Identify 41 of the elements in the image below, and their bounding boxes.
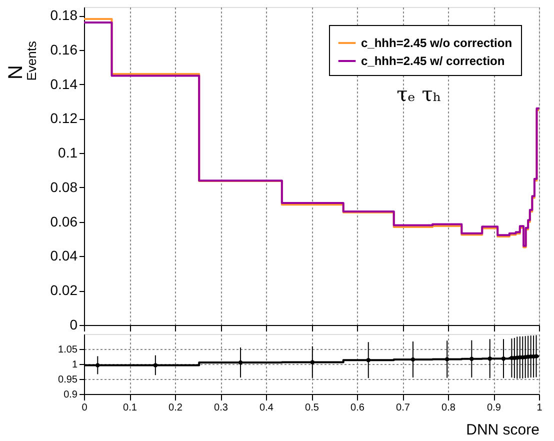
- point: [310, 360, 315, 364]
- x-tick-label: 1: [536, 402, 543, 414]
- annotation: τₑ τₕ: [396, 82, 442, 106]
- y-tick-label: 0.08: [50, 178, 78, 195]
- y-tick-label: 0.9: [64, 390, 78, 400]
- y-tick-label: 0.16: [50, 41, 78, 58]
- y-tick-label: 0.12: [50, 110, 78, 126]
- x-tick-label: 0.4: [260, 402, 274, 414]
- x-tick-label: 0.6: [350, 402, 365, 414]
- y-tick-label: 0.02: [50, 282, 78, 298]
- point: [153, 363, 158, 368]
- y-tick-label: 0.14: [50, 76, 78, 92]
- x-tick-label: 0.9: [487, 402, 502, 414]
- x-tick-label: 0.2: [168, 402, 183, 414]
- legend-label: c_hhh=2.45 w/ correction: [361, 54, 505, 68]
- y-axis-title: NEvents: [5, 40, 39, 81]
- y-tick-label: 1: [72, 360, 78, 370]
- point: [501, 356, 506, 361]
- y-tick-label: 0.06: [50, 213, 78, 230]
- y-tick-label: 0: [70, 316, 78, 332]
- y-tick-label: 0.1: [58, 144, 78, 161]
- x-tick-label: 0.1: [123, 402, 138, 414]
- point: [410, 357, 416, 362]
- point: [470, 356, 474, 362]
- x-tick-label: 0.8: [442, 402, 456, 414]
- y-tick-label: 0.95: [58, 374, 78, 386]
- x-axis-title: DNN score: [466, 422, 540, 438]
- x-tick-label: 0.7: [396, 402, 410, 414]
- legend-label: c_hhh=2.45 w/o correction: [361, 36, 512, 50]
- point: [366, 358, 370, 362]
- x-tick-label: 0.5: [305, 402, 320, 414]
- y-tick-label: 0.18: [50, 7, 78, 24]
- y-tick-label: 0.04: [50, 248, 78, 264]
- point: [238, 360, 243, 365]
- y-tick-label: 1.05: [58, 344, 78, 356]
- point: [96, 363, 100, 368]
- x-tick-label: 0: [82, 402, 88, 414]
- point: [444, 357, 450, 362]
- point: [488, 356, 492, 361]
- x-tick-label: 0.3: [214, 402, 228, 414]
- point: [534, 354, 538, 358]
